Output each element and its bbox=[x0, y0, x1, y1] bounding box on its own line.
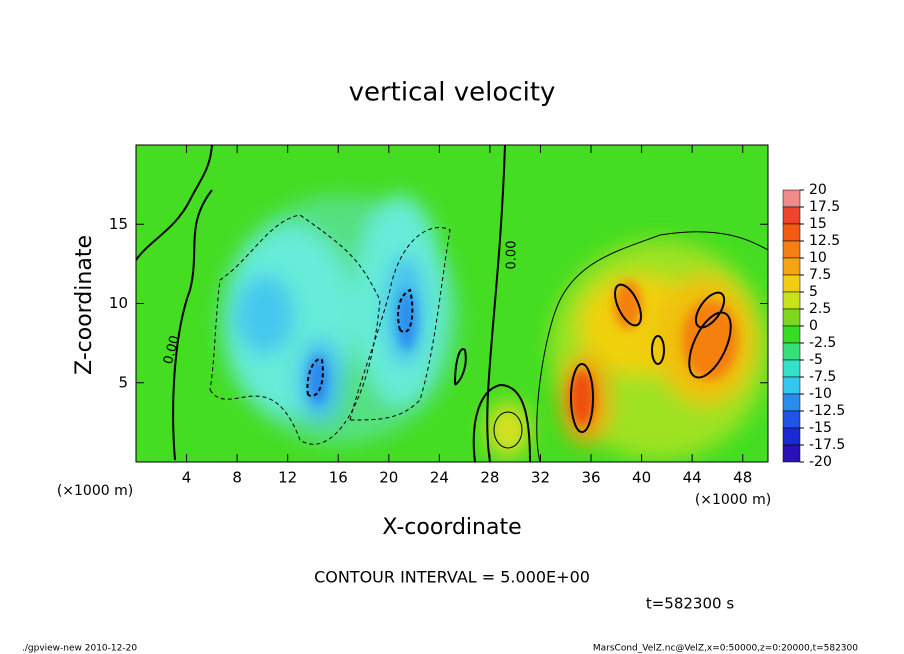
colorbar-label: -15 bbox=[809, 420, 832, 436]
x-tick-label: 40 bbox=[632, 469, 651, 487]
y-unit: (×1000 m) bbox=[57, 483, 133, 499]
footer-right: MarsCond_VelZ.nc@VelZ,x=0:50000,z=0:2000… bbox=[593, 644, 858, 654]
colorbar-cell bbox=[782, 308, 801, 327]
colorbar-label: 20 bbox=[809, 182, 827, 198]
colorbar-label: 12.5 bbox=[809, 233, 840, 249]
colorbar-label: 0 bbox=[809, 318, 818, 334]
x-tick-label: 48 bbox=[733, 469, 752, 487]
colorbar-label: 7.5 bbox=[809, 267, 831, 283]
colorbar-label: -7.5 bbox=[809, 369, 836, 385]
contour-label: 0.00 bbox=[505, 241, 520, 270]
x-tick-label: 12 bbox=[278, 469, 297, 487]
colorbar-label: -12.5 bbox=[809, 403, 845, 419]
colorbar-cell bbox=[782, 393, 801, 412]
colorbar-cell bbox=[782, 427, 801, 446]
x-tick-label: 44 bbox=[683, 469, 702, 487]
colorbar-label: -17.5 bbox=[809, 437, 845, 453]
field: 0.00 0.00 bbox=[136, 145, 768, 462]
colorbar-cell bbox=[782, 257, 801, 276]
x-tick-label: 24 bbox=[430, 469, 449, 487]
colorbar-cell bbox=[782, 444, 801, 463]
footer-left: ./gpview-new 2010-12-20 bbox=[22, 644, 137, 654]
chart-title: vertical velocity bbox=[349, 78, 556, 108]
colorbar-label: 5 bbox=[809, 284, 818, 300]
x-tick-label: 16 bbox=[329, 469, 348, 487]
y-tick-label: 15 bbox=[109, 215, 128, 233]
x-axis-title: X-coordinate bbox=[382, 515, 521, 540]
x-tick-label: 4 bbox=[182, 469, 192, 487]
colorbar-label: 10 bbox=[809, 250, 827, 266]
x-unit: (×1000 m) bbox=[695, 492, 771, 508]
colorbar-cell bbox=[782, 359, 801, 378]
y-axis-title: Z-coordinate bbox=[72, 235, 97, 375]
colorbar-cell bbox=[782, 342, 801, 361]
contour-label: 0.00 bbox=[161, 334, 183, 366]
colorbar-label: 15 bbox=[809, 216, 827, 232]
colorbar-label: 17.5 bbox=[809, 199, 840, 215]
colorbar-cell bbox=[782, 223, 801, 242]
colorbar-cell bbox=[782, 376, 801, 395]
time-label: t=582300 s bbox=[646, 595, 734, 613]
x-tick-label: 20 bbox=[379, 469, 398, 487]
colorbar-cell bbox=[782, 410, 801, 429]
colorbar-label: -20 bbox=[809, 454, 832, 470]
colorbar-cell bbox=[782, 189, 801, 208]
x-tick-label: 32 bbox=[531, 469, 550, 487]
x-tick-label: 28 bbox=[480, 469, 499, 487]
y-tick-label: 10 bbox=[109, 294, 128, 312]
colorbar-cell bbox=[782, 325, 801, 344]
colorbar-label: -5 bbox=[809, 352, 823, 368]
colorbar-cell bbox=[782, 240, 801, 259]
colorbar-label: -2.5 bbox=[809, 335, 836, 351]
x-tick-label: 8 bbox=[232, 469, 242, 487]
contour-lines bbox=[136, 145, 768, 462]
contour-interval: CONTOUR INTERVAL = 5.000E+00 bbox=[314, 568, 590, 587]
field-shading bbox=[220, 195, 768, 460]
colorbar-label: 2.5 bbox=[809, 301, 831, 317]
y-tick-label: 5 bbox=[118, 373, 128, 391]
x-tick-label: 36 bbox=[581, 469, 600, 487]
colorbar-cell bbox=[782, 291, 801, 310]
colorbar-cell bbox=[782, 274, 801, 293]
colorbar-label: -10 bbox=[809, 386, 832, 402]
colorbar-cell bbox=[782, 206, 801, 225]
